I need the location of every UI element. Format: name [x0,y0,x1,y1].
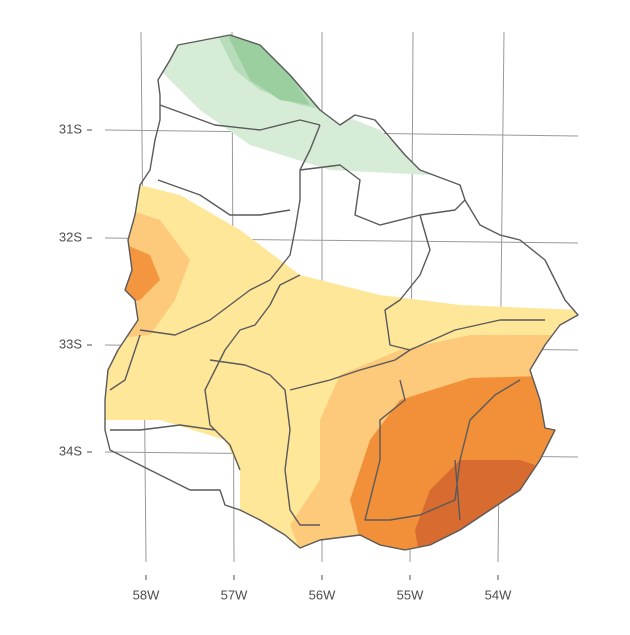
fill-zones [105,35,578,550]
axis-ticks [87,129,499,580]
lon-label: 57W [221,587,248,602]
lon-label: 58W [133,587,160,602]
lon-label: 54W [485,587,512,602]
lat-label: 32S [59,229,82,244]
borders [104,34,579,551]
lat-label: 33S [59,336,82,351]
lon-label: 56W [309,587,336,602]
lat-label: 34S [59,443,82,458]
lat-label: 31S [59,121,82,136]
lon-label: 55W [397,587,424,602]
